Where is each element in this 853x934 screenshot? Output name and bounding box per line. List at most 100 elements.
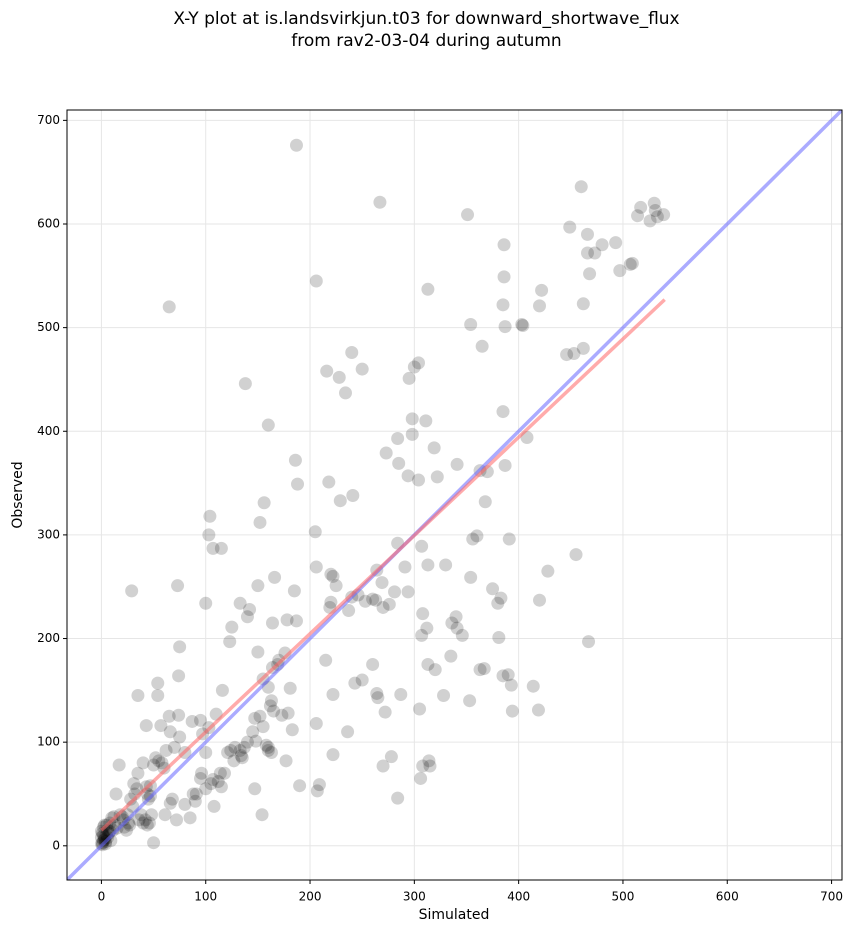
point — [473, 663, 487, 677]
point — [497, 270, 511, 284]
point — [415, 628, 429, 642]
point — [504, 678, 518, 692]
y-axis-label: Observed — [10, 461, 26, 528]
point — [415, 539, 429, 553]
point — [309, 717, 323, 731]
point — [251, 645, 265, 659]
point — [379, 446, 393, 460]
point — [240, 735, 254, 749]
x-tick-label: 700 — [820, 890, 843, 904]
point — [324, 567, 338, 581]
point — [541, 564, 555, 578]
point — [293, 779, 307, 793]
point — [326, 569, 340, 583]
point — [501, 668, 515, 682]
point — [195, 766, 209, 780]
point — [268, 570, 282, 584]
point — [194, 771, 208, 785]
point — [203, 509, 217, 523]
point — [163, 725, 177, 739]
point — [214, 541, 228, 555]
point — [332, 370, 346, 384]
y-tick-label: 300 — [37, 527, 60, 541]
point — [569, 548, 583, 562]
point — [588, 246, 602, 260]
point — [496, 405, 510, 419]
point — [464, 318, 478, 332]
point — [423, 759, 437, 773]
point — [494, 591, 508, 605]
point — [289, 138, 303, 152]
point — [95, 826, 109, 840]
x-tick-label: 600 — [716, 890, 739, 904]
point — [497, 238, 511, 252]
point — [502, 532, 516, 546]
point — [595, 238, 609, 252]
point — [388, 585, 402, 599]
point — [392, 456, 406, 470]
point — [355, 362, 369, 376]
point — [329, 579, 343, 593]
point — [580, 246, 594, 260]
point — [249, 734, 263, 748]
point — [173, 730, 187, 744]
point — [312, 778, 326, 792]
point — [437, 689, 451, 703]
x-tick-label: 400 — [507, 890, 530, 904]
point — [125, 584, 139, 598]
point — [531, 703, 545, 717]
point — [199, 596, 213, 610]
point — [127, 777, 141, 791]
point — [338, 386, 352, 400]
point — [218, 766, 232, 780]
point — [414, 771, 428, 785]
point — [144, 808, 158, 822]
point — [421, 657, 435, 671]
point — [151, 676, 165, 690]
point — [498, 320, 512, 334]
point — [233, 743, 247, 757]
point — [463, 694, 477, 708]
point — [256, 720, 270, 734]
point — [413, 702, 427, 716]
point — [119, 823, 133, 837]
point — [240, 610, 254, 624]
point — [345, 346, 359, 360]
point — [136, 816, 150, 830]
point — [419, 414, 433, 428]
point — [138, 813, 152, 827]
point — [450, 457, 464, 471]
point — [401, 469, 415, 483]
point — [333, 494, 347, 508]
point — [492, 630, 506, 644]
point — [342, 604, 356, 618]
point — [152, 754, 166, 768]
point — [583, 267, 597, 281]
point — [142, 816, 156, 830]
point — [582, 635, 596, 649]
point — [147, 758, 161, 772]
point — [162, 300, 176, 314]
y-tick-label: 400 — [37, 424, 60, 438]
point — [207, 799, 221, 813]
point — [449, 610, 463, 624]
point — [248, 711, 262, 725]
x-tick-label: 500 — [612, 890, 635, 904]
point — [358, 594, 372, 608]
point — [376, 759, 390, 773]
point — [326, 748, 340, 762]
point — [281, 706, 295, 720]
point — [439, 558, 453, 572]
point — [199, 746, 213, 760]
point — [248, 782, 262, 796]
point — [533, 299, 547, 313]
point — [308, 525, 322, 539]
point — [279, 754, 293, 768]
point — [225, 620, 239, 634]
point — [576, 341, 590, 355]
point — [394, 687, 408, 701]
point — [369, 593, 383, 607]
point — [370, 686, 384, 700]
point — [112, 758, 126, 772]
